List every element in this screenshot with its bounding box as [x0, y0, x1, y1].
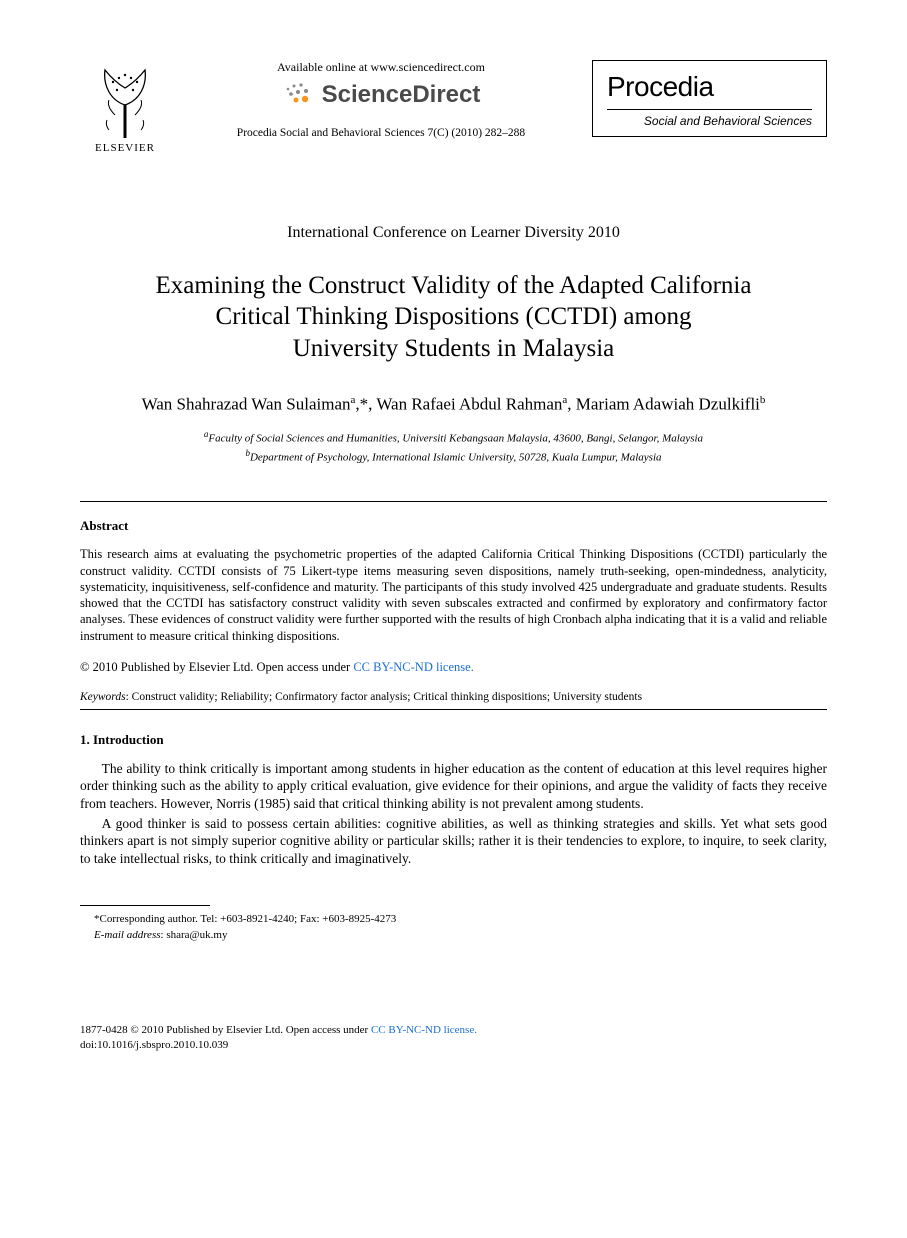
footnote-rule — [80, 905, 210, 906]
conference-name: International Conference on Learner Dive… — [80, 224, 827, 242]
rule-below-keywords — [80, 709, 827, 710]
affiliation-b: bDepartment of Psychology, International… — [80, 447, 827, 466]
intro-para-2: A good thinker is said to possess certai… — [80, 815, 827, 868]
procedia-box: Procedia Social and Behavioral Sciences — [592, 60, 827, 137]
authors-line: Wan Shahrazad Wan Sulaimana,*, Wan Rafae… — [80, 394, 827, 415]
intro-para-1: The ability to think critically is impor… — [80, 760, 827, 813]
affiliations: aFaculty of Social Sciences and Humaniti… — [80, 428, 827, 465]
title-line-3: University Students in Malaysia — [293, 335, 615, 362]
elsevier-logo-block: ELSEVIER — [80, 60, 170, 154]
introduction-heading: 1. Introduction — [80, 732, 827, 748]
available-online-text: Available online at www.sciencedirect.co… — [277, 60, 485, 75]
doi-line: doi:10.1016/j.sbspro.2010.10.039 — [80, 1038, 827, 1053]
paper-header: ELSEVIER Available online at www.science… — [80, 60, 827, 154]
title-line-1: Examining the Construct Validity of the … — [156, 272, 752, 299]
copyright-prefix: © 2010 Published by Elsevier Ltd. — [80, 660, 253, 674]
elsevier-tree-icon — [85, 60, 165, 140]
keywords-value: : Construct validity; Reliability; Confi… — [126, 691, 643, 703]
procedia-subtitle: Social and Behavioral Sciences — [607, 114, 812, 128]
keywords-label: Keywords — [80, 691, 126, 703]
issn-copyright-line: 1877-0428 © 2010 Published by Elsevier L… — [80, 1023, 827, 1038]
paper-title: Examining the Construct Validity of the … — [80, 270, 827, 364]
header-center: Available online at www.sciencedirect.co… — [170, 60, 592, 139]
abstract-heading: Abstract — [80, 518, 827, 534]
corresponding-author-footnote: *Corresponding author. Tel: +603-8921-42… — [94, 912, 827, 943]
journal-citation: Procedia Social and Behavioral Sciences … — [237, 127, 525, 139]
license-link-footer[interactable]: CC BY-NC-ND license. — [371, 1024, 477, 1036]
email-line: E-mail address: shara@uk.my — [94, 928, 827, 943]
sciencedirect-wordmark: ScienceDirect — [322, 81, 481, 109]
license-link[interactable]: CC BY-NC-ND license. — [353, 660, 473, 674]
rule-above-abstract — [80, 501, 827, 502]
affiliation-a: aFaculty of Social Sciences and Humaniti… — [80, 428, 827, 447]
sciencedirect-logo: ScienceDirect — [282, 81, 481, 109]
elsevier-label: ELSEVIER — [95, 142, 155, 154]
keywords-line: Keywords: Construct validity; Reliabilit… — [80, 691, 827, 703]
corresponding-line: *Corresponding author. Tel: +603-8921-42… — [94, 912, 827, 927]
sciencedirect-swoosh-icon — [282, 81, 316, 109]
open-access-label: Open access under — [257, 660, 354, 674]
abstract-text: This research aims at evaluating the psy… — [80, 546, 827, 644]
footer-block: 1877-0428 © 2010 Published by Elsevier L… — [80, 1023, 827, 1054]
title-line-2: Critical Thinking Dispositions (CCTDI) a… — [216, 303, 692, 330]
copyright-line: © 2010 Published by Elsevier Ltd. Open a… — [80, 660, 827, 675]
procedia-title: Procedia — [607, 71, 812, 110]
